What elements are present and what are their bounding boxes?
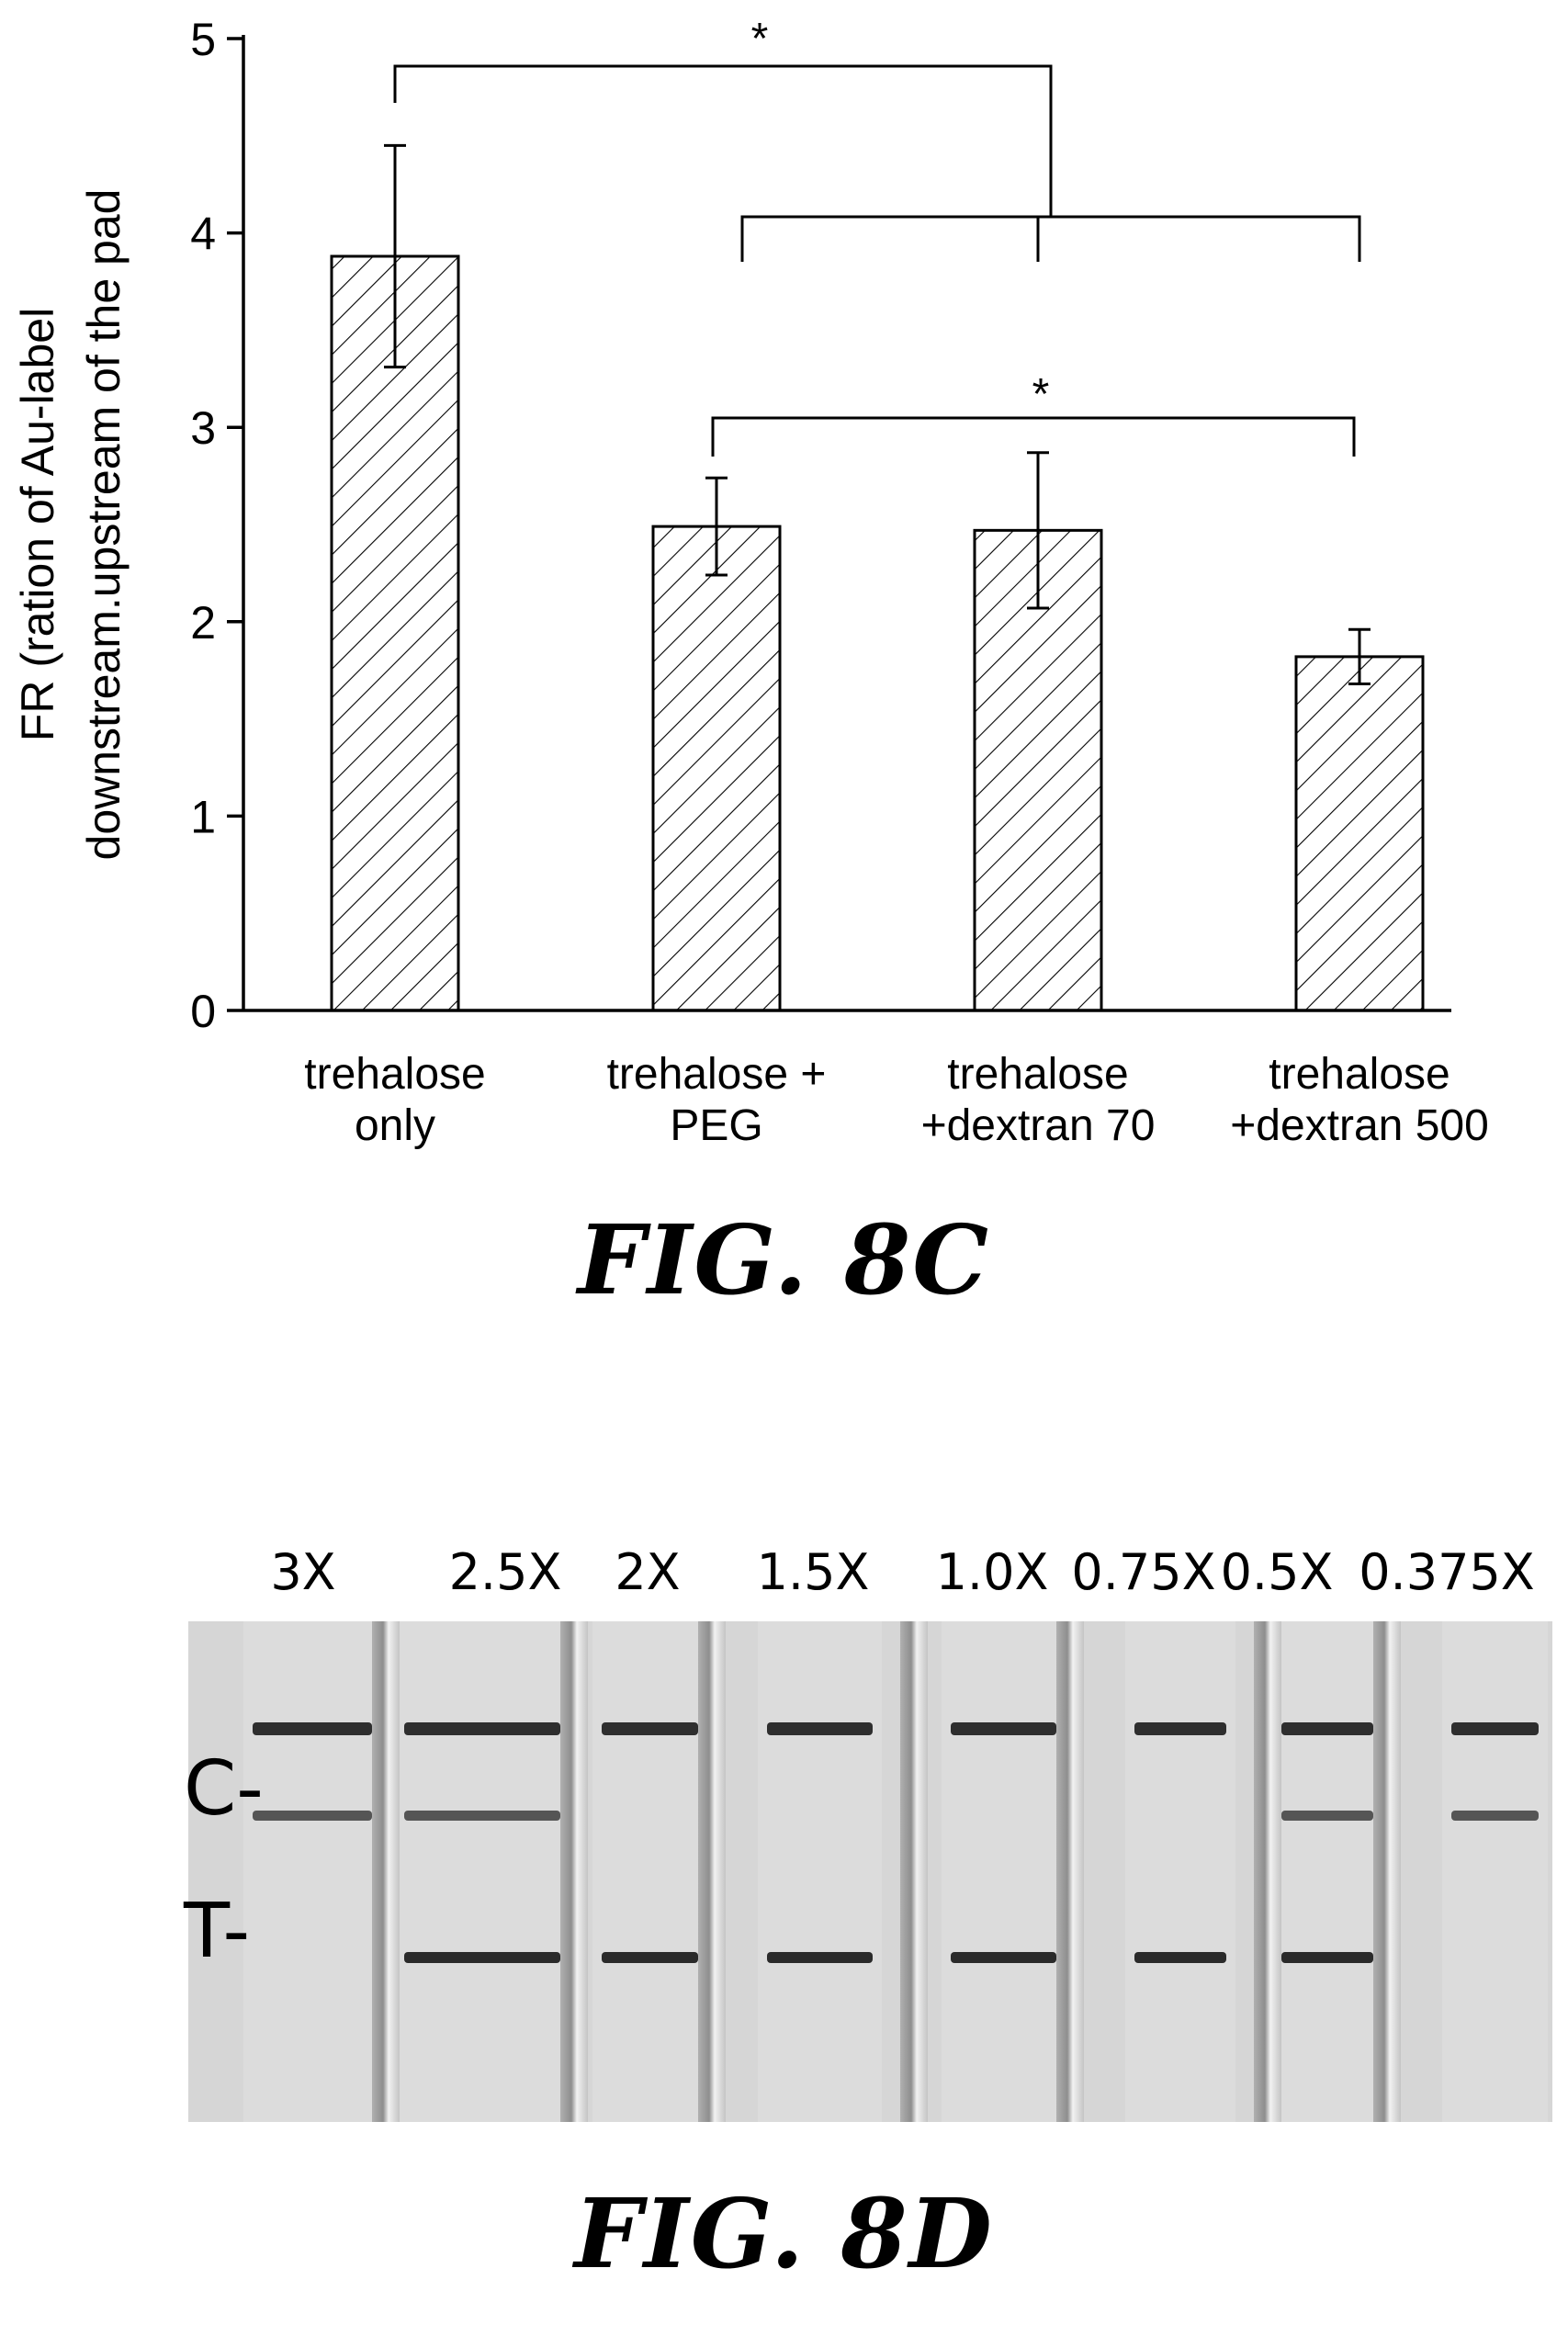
y-axis-ticks: 0 1 2 3 4 5 — [190, 14, 243, 1037]
x-tick-label-line: trehalose — [1269, 1050, 1450, 1099]
x-tick-label-line: trehalose + — [607, 1050, 827, 1099]
gel-lane — [243, 1621, 381, 2122]
x-tick-label-line: only — [355, 1101, 435, 1150]
lane-label: 0.75X — [1071, 1543, 1216, 1601]
y-tick-label: 4 — [190, 209, 216, 260]
x-tick-label-line: PEG — [670, 1101, 762, 1150]
test-line-marker: T- — [184, 1888, 251, 1975]
error-bar — [705, 476, 728, 577]
y-tick-label: 2 — [190, 597, 216, 649]
gel-lane — [395, 1621, 570, 2122]
y-axis-label: FR (ration of Au-label downstream.upstrea… — [12, 189, 130, 861]
bar — [1294, 655, 1425, 1012]
control-band — [404, 1811, 560, 1821]
significance-brackets: ** — [393, 15, 1361, 457]
gel-lane-divider — [1056, 1621, 1084, 2122]
bar — [330, 254, 460, 1012]
x-tick-label: trehalose only — [304, 1050, 485, 1150]
error-bar — [1348, 627, 1371, 686]
gel-strip-image — [188, 1621, 1552, 2122]
y-axis-label-line: downstream.upstream of the pad — [78, 189, 130, 861]
gel-lane-divider — [900, 1621, 928, 2122]
bars — [330, 254, 1425, 1012]
y-tick-label: 1 — [190, 791, 216, 842]
x-tick-label: trehalose +dextran 70 — [921, 1050, 1156, 1150]
error-bars — [384, 143, 1371, 686]
test-band — [767, 1952, 873, 1963]
x-tick-label: trehalose +dextran 500 — [1230, 1050, 1489, 1150]
control-band — [253, 1811, 372, 1821]
lane-label: 0.375X — [1359, 1543, 1535, 1601]
bracket-line — [711, 416, 1356, 457]
gel-lane — [592, 1621, 707, 2122]
sample-band — [1134, 1722, 1226, 1735]
lane-label: 2X — [615, 1543, 681, 1601]
gel-lane-labels: 3X 2.5X 2X 1.5X 1.0X 0.75X 0.5X 0.375X — [202, 1543, 1562, 1617]
sample-band — [1451, 1722, 1539, 1735]
sample-band — [767, 1722, 873, 1735]
sample-band — [602, 1722, 698, 1735]
bar — [651, 525, 782, 1012]
x-tick-label-line: +dextran 70 — [921, 1101, 1156, 1150]
significance-bracket-2: * — [711, 370, 1356, 457]
gel-lane-divider — [560, 1621, 588, 2122]
lane-label: 3X — [270, 1543, 336, 1601]
sample-band — [1281, 1722, 1373, 1735]
gel-lane — [1272, 1621, 1382, 2122]
gel-lane-divider — [1254, 1621, 1281, 2122]
test-band — [1134, 1952, 1226, 1963]
lane-label: 1.5X — [756, 1543, 870, 1601]
y-axis-label-line: FR (ration of Au-label — [12, 308, 63, 741]
sample-band — [951, 1722, 1056, 1735]
gel-lane — [1125, 1621, 1235, 2122]
significance-star: * — [751, 15, 769, 63]
gel-lane-divider — [372, 1621, 400, 2122]
gel-lane — [942, 1621, 1066, 2122]
y-tick-label: 5 — [190, 14, 216, 65]
error-bar — [384, 143, 406, 369]
lane-label: 1.0X — [935, 1543, 1049, 1601]
significance-star: * — [1032, 370, 1050, 419]
x-tick-label-line: +dextran 500 — [1230, 1101, 1489, 1150]
test-band — [951, 1952, 1056, 1963]
gel-lane — [758, 1621, 882, 2122]
bar-chart-fr: FR (ration of Au-label downstream.upstrea… — [12, 14, 1489, 1150]
sample-band — [404, 1722, 560, 1735]
gel-lane-divider — [1373, 1621, 1401, 2122]
test-band — [602, 1952, 698, 1963]
x-tick-label-line: trehalose — [947, 1050, 1128, 1099]
figure-caption-8d: FIG. 8D — [574, 2177, 994, 2290]
lane-label: 0.5X — [1220, 1543, 1334, 1601]
gel-lane-divider — [698, 1621, 726, 2122]
x-tick-label-line: trehalose — [304, 1050, 485, 1099]
control-band — [1451, 1811, 1539, 1821]
x-tick-label: trehalose + PEG — [607, 1050, 827, 1150]
lane-label: 2.5X — [448, 1543, 562, 1601]
figure-caption-8c: FIG. 8C — [577, 1203, 991, 1316]
error-bar — [1027, 451, 1049, 610]
gel-lane — [1442, 1621, 1548, 2122]
bar — [973, 528, 1103, 1012]
y-tick-label: 3 — [190, 402, 216, 454]
sample-band — [253, 1722, 372, 1735]
y-tick-label: 0 — [190, 986, 216, 1037]
bracket-group-line — [740, 215, 1361, 262]
bracket-top-line — [393, 64, 1053, 217]
test-band — [404, 1952, 560, 1963]
control-line-marker: C- — [184, 1745, 264, 1833]
significance-bracket-1: * — [393, 15, 1361, 262]
control-band — [1281, 1811, 1373, 1821]
test-band — [1281, 1952, 1373, 1963]
